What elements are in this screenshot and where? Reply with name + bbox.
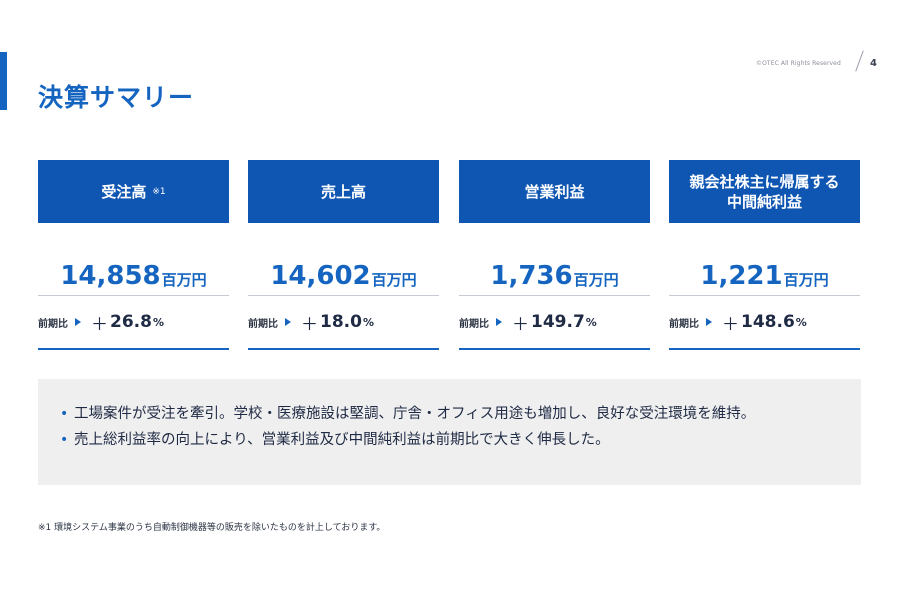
kpi-card-header: 売上高 bbox=[248, 160, 439, 223]
summary-point: • 売上総利益率の向上により、営業利益及び中間純利益は前期比で大きく伸長した。 bbox=[60, 427, 861, 453]
kpi-card-divider bbox=[459, 295, 650, 296]
yoy-value: 148.6 bbox=[741, 312, 795, 332]
kpi-value-number: 14,602 bbox=[270, 261, 371, 291]
kpi-card-title-line1: 親会社株主に帰属する bbox=[689, 172, 840, 191]
title-accent-bar bbox=[0, 52, 7, 110]
bullet-icon: • bbox=[60, 406, 69, 422]
kpi-yoy-row: 前期比 ＋ 26.8% bbox=[38, 296, 229, 350]
summary-box: • 工場案件が受注を牽引。学校・医療施設は堅調、庁舎・オフィス用途も増加し、良好… bbox=[38, 379, 861, 485]
kpi-card-value: 14,602 百万円 bbox=[248, 223, 439, 295]
kpi-card-title: 営業利益 bbox=[524, 182, 585, 201]
triangle-right-icon bbox=[75, 318, 81, 326]
yoy-label: 前期比 bbox=[248, 318, 278, 330]
triangle-right-icon bbox=[706, 318, 712, 326]
yoy-unit: % bbox=[795, 315, 807, 329]
kpi-cards: 受注高 ※1 14,858 百万円 前期比 ＋ 26.8% 売上高 14,602 百万円… bbox=[38, 160, 861, 352]
kpi-yoy-row: 前期比 ＋ 148.6% bbox=[669, 296, 860, 350]
kpi-yoy-row: 前期比 ＋ 149.7% bbox=[459, 296, 650, 350]
kpi-card-divider bbox=[669, 295, 860, 296]
kpi-value-number: 1,221 bbox=[700, 261, 783, 291]
summary-point: • 工場案件が受注を牽引。学校・医療施設は堅調、庁舎・オフィス用途も増加し、良好… bbox=[60, 401, 861, 427]
kpi-card-title-line2: 中間純利益 bbox=[726, 192, 802, 211]
kpi-value-unit: 百万円 bbox=[161, 271, 207, 289]
yoy-sign: ＋ bbox=[91, 314, 108, 335]
triangle-right-icon bbox=[496, 318, 502, 326]
summary-list: • 工場案件が受注を牽引。学校・医療施設は堅調、庁舎・オフィス用途も増加し、良好… bbox=[60, 401, 861, 453]
yoy-value: 149.7 bbox=[531, 312, 585, 332]
yoy-sign: ＋ bbox=[722, 314, 739, 335]
kpi-card-value: 14,858 百万円 bbox=[38, 223, 229, 295]
yoy-sign: ＋ bbox=[512, 314, 529, 335]
kpi-card-title: 受注高 bbox=[101, 182, 147, 201]
kpi-card-header: 受注高 ※1 bbox=[38, 160, 229, 223]
yoy-sign: ＋ bbox=[301, 314, 318, 335]
yoy-value: 26.8 bbox=[110, 312, 152, 332]
kpi-card-note: ※1 bbox=[152, 186, 166, 197]
copyright-text: ©OTEC All Rights Reserved bbox=[756, 60, 841, 67]
kpi-card-orders: 受注高 ※1 14,858 百万円 前期比 ＋ 26.8% bbox=[38, 160, 229, 352]
kpi-card-title: 売上高 bbox=[320, 182, 366, 201]
bullet-icon: • bbox=[60, 432, 69, 448]
footnote: ※1 環境システム事業のうち自動制御機器等の販売を除いたものを計上しております。 bbox=[38, 523, 386, 533]
page-number: 4 bbox=[870, 58, 877, 69]
yoy-label: 前期比 bbox=[459, 318, 489, 330]
kpi-card-divider bbox=[248, 295, 439, 296]
kpi-card-value: 1,221 百万円 bbox=[669, 223, 860, 295]
kpi-yoy-row: 前期比 ＋ 18.0% bbox=[248, 296, 439, 350]
kpi-value-number: 1,736 bbox=[490, 261, 573, 291]
kpi-value-unit: 百万円 bbox=[371, 271, 417, 289]
kpi-card-net-income: 親会社株主に帰属する 中間純利益 1,221 百万円 前期比 ＋ 148.6% bbox=[669, 160, 860, 352]
triangle-right-icon bbox=[285, 318, 291, 326]
kpi-card-operating-profit: 営業利益 1,736 百万円 前期比 ＋ 149.7% bbox=[459, 160, 650, 352]
kpi-card-sales: 売上高 14,602 百万円 前期比 ＋ 18.0% bbox=[248, 160, 439, 352]
slide-title: 決算サマリー bbox=[38, 83, 195, 112]
kpi-card-divider bbox=[38, 295, 229, 296]
summary-point-text: 売上総利益率の向上により、営業利益及び中間純利益は前期比で大きく伸長した。 bbox=[74, 432, 610, 448]
summary-point-text: 工場案件が受注を牽引。学校・医療施設は堅調、庁舎・オフィス用途も増加し、良好な受… bbox=[74, 406, 756, 422]
kpi-card-header: 親会社株主に帰属する 中間純利益 bbox=[669, 160, 860, 223]
yoy-label: 前期比 bbox=[669, 318, 699, 330]
page-number-divider bbox=[855, 50, 864, 72]
yoy-label: 前期比 bbox=[38, 318, 68, 330]
yoy-unit: % bbox=[152, 315, 164, 329]
yoy-unit: % bbox=[585, 315, 597, 329]
kpi-card-header: 営業利益 bbox=[459, 160, 650, 223]
kpi-value-number: 14,858 bbox=[60, 261, 161, 291]
kpi-value-unit: 百万円 bbox=[573, 271, 619, 289]
yoy-value: 18.0 bbox=[320, 312, 362, 332]
yoy-unit: % bbox=[362, 315, 374, 329]
kpi-card-value: 1,736 百万円 bbox=[459, 223, 650, 295]
kpi-value-unit: 百万円 bbox=[783, 271, 829, 289]
